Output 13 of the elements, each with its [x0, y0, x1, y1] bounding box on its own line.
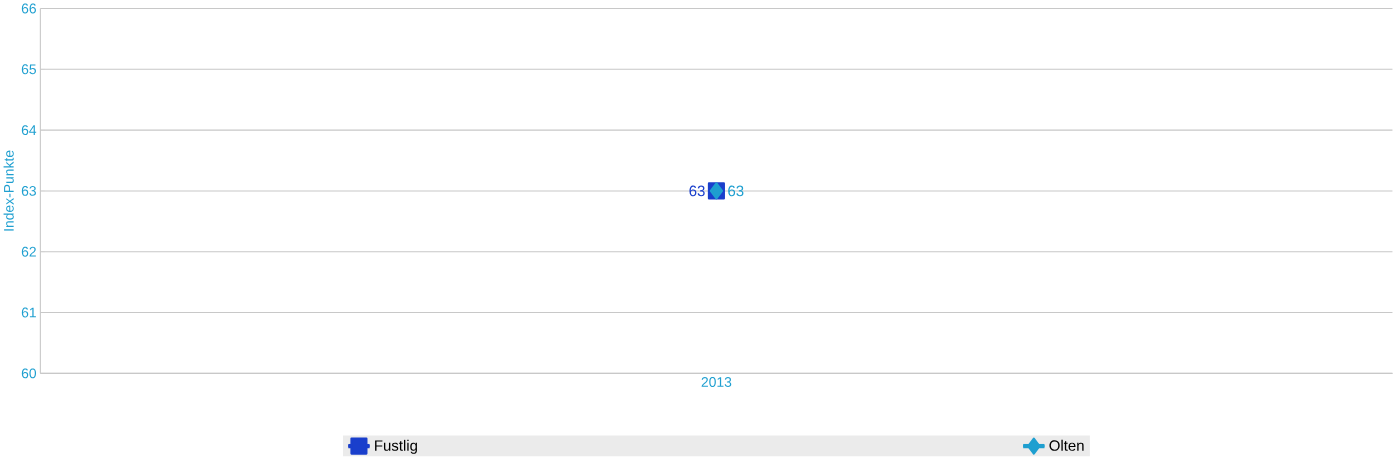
y-tick-label: 66 — [21, 3, 36, 14]
y-tick-label: 64 — [21, 125, 37, 136]
data-label: 63 — [689, 185, 705, 197]
legend-label: Fustlig — [375, 440, 417, 455]
y-tick-label: 62 — [21, 247, 36, 257]
x-tick-label: 2013 — [701, 377, 732, 388]
legend-label: Olten — [1049, 440, 1084, 452]
data-label: 63 — [728, 185, 744, 197]
y-tick-label: 65 — [21, 64, 36, 75]
y-axis-title: Index-Punkte — [3, 150, 14, 231]
y-tick-label: 60 — [21, 368, 37, 379]
y-tick-label: 63 — [21, 186, 36, 197]
y-tick-label: 61 — [21, 307, 36, 318]
